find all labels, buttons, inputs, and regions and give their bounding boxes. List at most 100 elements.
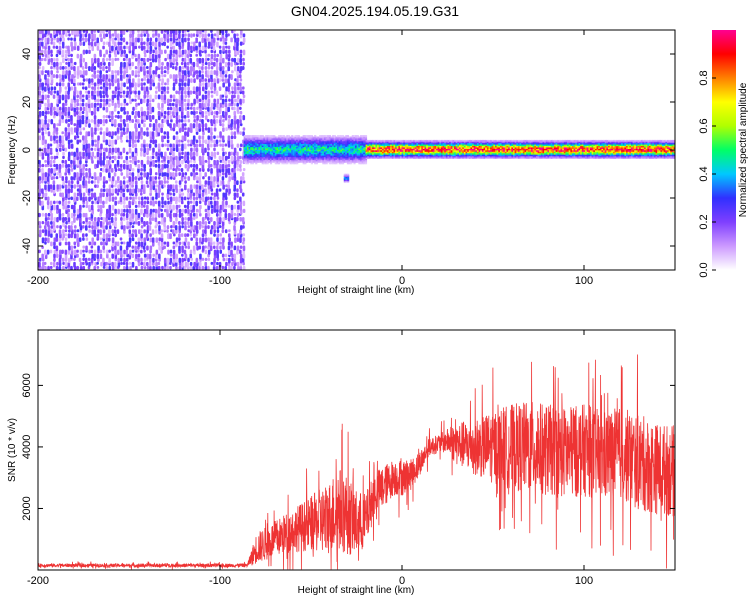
heatmap-cell	[97, 123, 100, 128]
heatmap-cell	[178, 225, 182, 231]
heatmap-cell	[241, 172, 245, 177]
heatmap-cell	[143, 200, 147, 205]
heatmap-cell	[163, 172, 167, 177]
heatmap-cell	[184, 123, 187, 127]
heatmap-cell	[41, 49, 44, 54]
heatmap-cell	[53, 257, 56, 262]
heatmap-cell	[111, 253, 115, 259]
heatmap-cell	[123, 184, 127, 190]
heatmap-cell	[90, 110, 94, 116]
heatmap-cell	[202, 176, 205, 180]
heatmap-cell	[79, 155, 82, 161]
heatmap-cell	[163, 241, 167, 245]
heatmap-cell	[174, 180, 178, 184]
heatmap-cell	[44, 249, 47, 256]
heatmap-cell	[93, 229, 97, 236]
heatmap-cell	[111, 123, 114, 127]
heatmap-cell	[166, 208, 169, 215]
heatmap-cell	[151, 229, 155, 235]
heatmap-cell	[50, 221, 53, 225]
heatmap-cell	[184, 184, 187, 191]
heatmap-cell	[70, 53, 73, 58]
heatmap-cell	[76, 237, 79, 244]
heatmap-cell	[38, 127, 41, 134]
heatmap-cell	[67, 94, 70, 100]
heatmap-cell	[233, 114, 237, 121]
heatmap-cell	[70, 163, 73, 169]
heatmap-cell	[193, 78, 196, 84]
heatmap-cell	[137, 102, 141, 106]
heatmap-cell	[241, 192, 245, 197]
heatmap-cell	[108, 192, 112, 197]
heatmap-cell	[174, 66, 178, 71]
heatmap-cell	[134, 241, 138, 245]
heatmap-cell	[44, 102, 47, 107]
heatmap-cell	[134, 110, 138, 116]
heatmap-cell	[102, 74, 105, 81]
heatmap-cell	[213, 33, 217, 37]
heatmap-cell	[108, 110, 112, 116]
heatmap-cell	[87, 82, 91, 89]
heatmap-cell	[82, 78, 86, 82]
heatmap-cell	[53, 200, 56, 205]
heatmap-cell	[128, 176, 132, 182]
heatmap-cell	[93, 94, 97, 101]
heatmap-cell	[192, 168, 196, 173]
heatmap-cell	[102, 41, 106, 46]
heatmap-cell	[224, 253, 228, 258]
heatmap-cell	[163, 86, 166, 92]
heatmap-cell	[102, 155, 106, 161]
heatmap-cell	[189, 265, 193, 270]
heatmap-cell	[105, 249, 109, 255]
heatmap-cell	[76, 114, 80, 121]
heatmap-cell	[128, 114, 132, 121]
heatmap-cell	[122, 261, 126, 265]
heatmap-cell	[184, 33, 187, 37]
heatmap-cell	[59, 143, 62, 148]
heatmap-cell	[61, 257, 65, 262]
heatmap-cell	[129, 37, 132, 42]
heatmap-cell	[222, 257, 226, 262]
heatmap-cell	[163, 131, 167, 135]
heatmap-cell	[186, 110, 190, 116]
heatmap-cell	[157, 102, 161, 109]
heatmap-cell	[178, 155, 182, 161]
heatmap-cell	[102, 98, 106, 103]
heatmap-cell	[219, 53, 223, 60]
heatmap-cell	[56, 49, 60, 54]
heatmap-cell	[210, 135, 213, 141]
heatmap-cell	[160, 66, 164, 71]
heatmap-cell	[81, 66, 85, 70]
heatmap-cell	[90, 245, 94, 249]
heatmap-cell	[38, 45, 41, 52]
heatmap-cell	[166, 90, 170, 94]
heatmap-cell	[186, 106, 190, 110]
heatmap-cell	[178, 221, 181, 225]
heatmap-cell	[181, 135, 185, 141]
heatmap-cell	[91, 139, 94, 146]
heatmap-cell	[44, 216, 48, 222]
heatmap-cell	[169, 212, 172, 219]
heatmap-cell	[105, 127, 109, 133]
heatmap-cell	[128, 94, 131, 99]
heatmap-cell	[128, 45, 132, 51]
heatmap-cell	[218, 139, 222, 143]
heatmap-cell	[105, 192, 109, 198]
heatmap-cell	[210, 204, 214, 209]
heatmap-cell	[198, 66, 201, 70]
heatmap-cell	[154, 159, 158, 163]
heatmap-cell	[233, 102, 236, 107]
heatmap-cell	[212, 61, 216, 67]
heatmap-cell	[227, 163, 231, 168]
heatmap-cell	[97, 61, 100, 68]
heatmap-cell	[151, 196, 155, 201]
heatmap-cell	[190, 102, 194, 107]
heatmap-cell	[134, 66, 138, 70]
heatmap-cell	[233, 184, 237, 191]
heatmap-cell	[227, 45, 231, 50]
heatmap-cell	[157, 200, 161, 207]
heatmap-cell	[160, 229, 163, 233]
heatmap-cell	[81, 233, 85, 238]
heatmap-cell	[111, 37, 115, 44]
heatmap-cell	[231, 70, 234, 74]
